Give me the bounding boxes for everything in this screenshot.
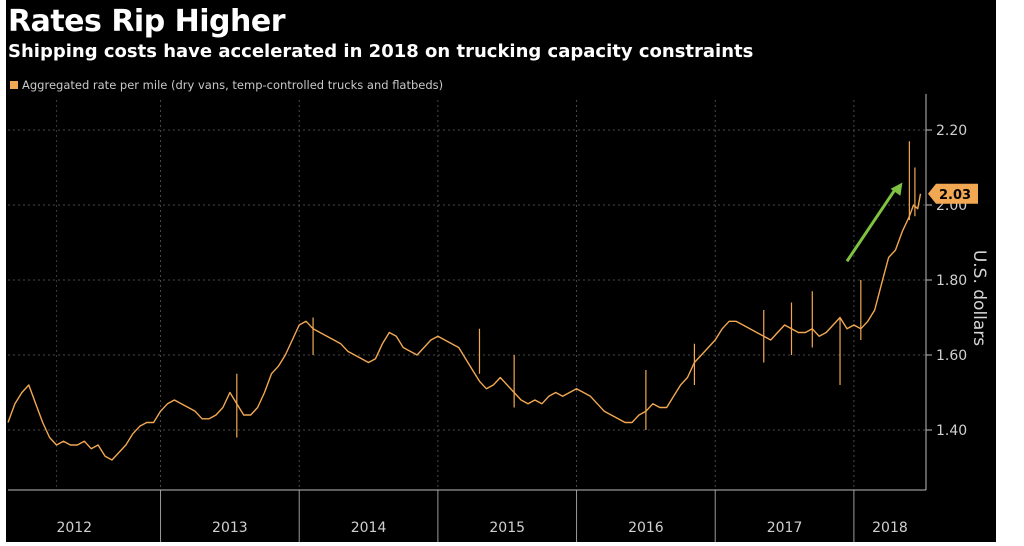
y-tick-label: 1.80 [936, 273, 967, 289]
legend-label: Aggregated rate per mile (dry vans, temp… [22, 78, 444, 92]
last-value-badge: 2.03 [928, 183, 978, 204]
y-axis-label: U.S. dollars [969, 250, 989, 346]
chart-subtitle: Shipping costs have accelerated in 2018 … [8, 41, 754, 62]
x-tick-labels: 2012 2013 2014 2015 2016 2017 2018 [56, 520, 907, 536]
x-tick-label: 2017 [767, 520, 803, 536]
chart-frame: Rates Rip Higher Shipping costs have acc… [6, 0, 996, 542]
x-tick-label: 2014 [351, 520, 387, 536]
last-value-badge-background [928, 183, 978, 204]
noise-spikes [236, 141, 916, 438]
line-chart: 1.401.601.802.002.20 2012 2013 2014 2015 201… [7, 94, 989, 542]
x-tick-label: 2016 [628, 520, 664, 536]
last-value-label: 2.03 [939, 188, 971, 203]
y-tick-label: 2.20 [936, 123, 967, 139]
y-tick-label: 1.60 [936, 348, 967, 364]
chart-legend: Aggregated rate per mile (dry vans, temp… [10, 78, 443, 92]
legend-swatch [10, 81, 18, 89]
x-tick-label: 2012 [56, 520, 92, 536]
x-tick-label: 2015 [489, 520, 525, 536]
trend-arrow-annotation [845, 182, 903, 263]
axes [8, 94, 932, 542]
series-line [7, 193, 922, 461]
y-tick-label: 1.40 [936, 423, 967, 439]
arrow-head [890, 182, 903, 196]
arrow-shaft [845, 186, 898, 263]
x-tick-label: 2013 [212, 520, 248, 536]
chart-title: Rates Rip Higher [8, 4, 286, 39]
grid-lines [8, 100, 926, 490]
y-tick-labels: 1.401.601.802.002.20 [936, 123, 967, 439]
x-tick-label: 2018 [872, 520, 908, 536]
